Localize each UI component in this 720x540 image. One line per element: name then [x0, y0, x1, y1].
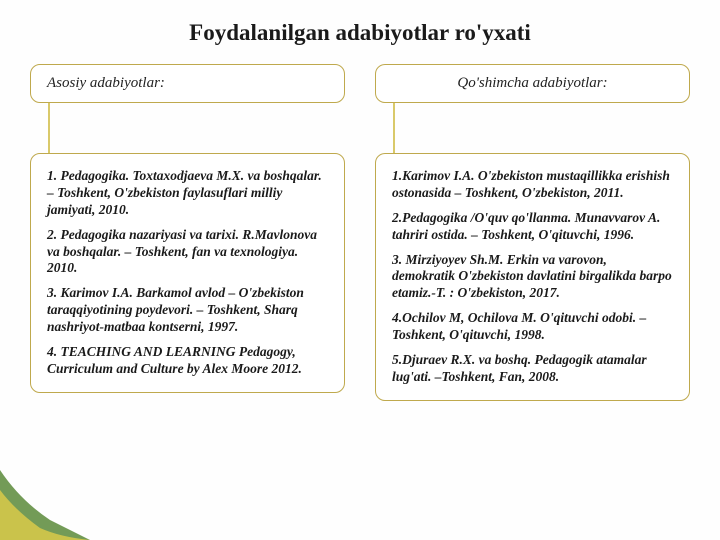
right-item: 2.Pedagogika /O'quv qo'llanma. Munavvaro… — [392, 210, 673, 244]
right-connector — [393, 102, 395, 160]
right-item: 4.Ochilov M, Ochilova M. O'qituvchi odob… — [392, 310, 673, 344]
columns-container: Asosiy adabiyotlar: 1. Pedagogika. Toxta… — [0, 64, 720, 401]
right-item: 5.Djuraev R.X. va boshq. Pedagogik atama… — [392, 352, 673, 386]
left-column: Asosiy adabiyotlar: 1. Pedagogika. Toxta… — [30, 64, 345, 401]
right-body-box: 1.Karimov I.A. O'zbekiston mustaqillikka… — [375, 153, 690, 401]
left-header-box: Asosiy adabiyotlar: — [30, 64, 345, 103]
corner-decoration — [0, 450, 90, 540]
left-connector — [48, 102, 50, 160]
left-body-box: 1. Pedagogika. Toxtaxodjaeva M.X. va bos… — [30, 153, 345, 393]
right-header-box: Qo'shimcha adabiyotlar: — [375, 64, 690, 103]
right-item: 1.Karimov I.A. O'zbekiston mustaqillikka… — [392, 168, 673, 202]
left-item: 4. TEACHING AND LEARNING Pedagogy, Curri… — [47, 344, 328, 378]
right-item: 3. Mirziyoyev Sh.M. Erkin va varovon, de… — [392, 252, 673, 303]
left-item: 3. Karimov I.A. Barkamol avlod – O'zbeki… — [47, 285, 328, 336]
right-column: Qo'shimcha adabiyotlar: 1.Karimov I.A. O… — [375, 64, 690, 401]
left-item: 2. Pedagogika nazariyasi va tarixi. R.Ma… — [47, 227, 328, 278]
page-title: Foydalanilgan adabiyotlar ro'yxati — [0, 0, 720, 64]
left-item: 1. Pedagogika. Toxtaxodjaeva M.X. va bos… — [47, 168, 328, 219]
